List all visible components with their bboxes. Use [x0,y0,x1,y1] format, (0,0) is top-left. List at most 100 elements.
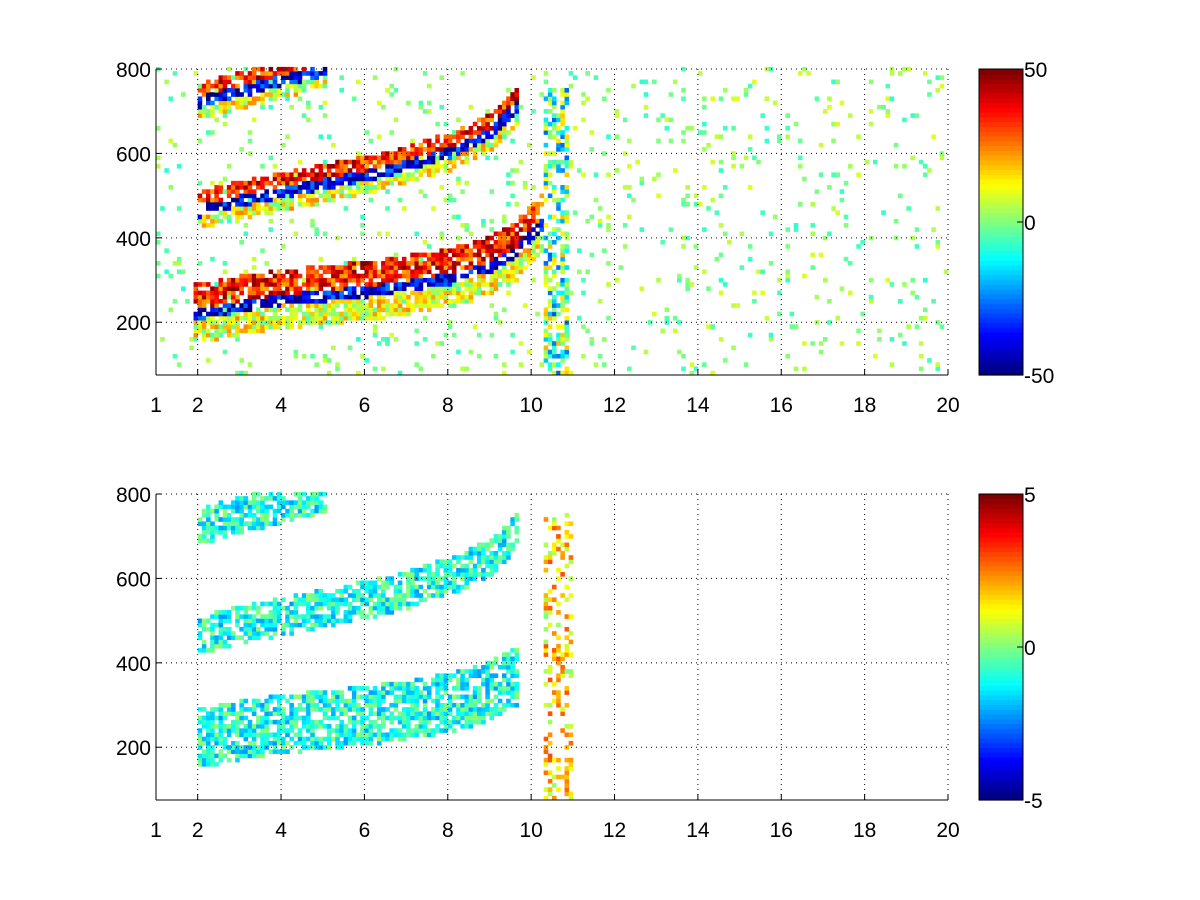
heatmap-cell [264,206,269,211]
heatmap-cell [301,622,307,628]
heatmap-cell [577,248,582,253]
heatmap-cell [318,588,324,594]
heatmap-cell [376,711,382,716]
heatmap-cell [568,555,574,560]
heatmap-cell [460,134,465,140]
heatmap-cell [902,341,907,346]
heatmap-cell [214,206,219,211]
heatmap-cell [314,694,319,700]
heatmap-cell [510,686,515,691]
heatmap-cell [760,210,765,216]
heatmap-cell [264,504,269,510]
heatmap-cell [426,567,432,573]
heatmap-cell [702,130,707,135]
heatmap-cell [181,92,186,97]
heatmap-cell [235,508,240,514]
heatmap-cell [226,185,232,190]
heatmap-cell [564,783,570,788]
heatmap-cell [364,698,369,704]
heatmap-cell [210,715,215,721]
heatmap-cell [239,504,244,510]
heatmap-cell [389,601,394,607]
heatmap-cell [464,719,470,725]
heatmap-cell [318,104,324,110]
heatmap-cell [568,370,574,376]
heatmap-cell [310,610,315,615]
colorbar-swatch [979,303,1023,309]
heatmap-cell [522,303,528,308]
heatmap-cell [364,740,369,746]
heatmap-cell [418,172,424,178]
heatmap-cell [276,601,282,607]
heatmap-cell [485,239,490,245]
heatmap-cell [614,113,620,118]
heatmap-cell [314,197,319,203]
heatmap-cell [218,185,224,190]
heatmap-cell [285,286,290,291]
heatmap-cell [426,563,432,569]
heatmap-cell [497,711,503,716]
heatmap-cell [301,193,307,199]
heatmap-cell [322,71,328,76]
heatmap-cell [239,753,244,759]
heatmap-cell [251,736,257,742]
heatmap-cell [310,277,315,283]
heatmap-cell [247,273,253,279]
heatmap-cell [214,117,219,123]
heatmap-cell [376,715,382,721]
heatmap-cell [547,315,553,321]
heatmap-cell [443,286,449,291]
heatmap-cell [251,601,257,607]
heatmap-cell [306,315,311,321]
colorbar-swatch [979,584,1023,591]
heatmap-cell [577,269,582,275]
heatmap-cell [547,252,553,258]
heatmap-cell [297,324,303,329]
heatmap-cell [435,273,440,279]
heatmap-cell [706,286,711,291]
heatmap-cell [297,320,303,325]
heatmap-cell [293,707,299,712]
heatmap-cell [456,290,461,296]
grid-lines-1 [156,68,949,375]
heatmap-cell [197,320,203,325]
heatmap-cell [156,125,161,131]
heatmap-cell [497,546,503,552]
heatmap-cell [310,311,315,317]
heatmap-cell [881,210,886,216]
colorbar-swatch [979,733,1023,739]
heatmap-cell [201,762,207,767]
heatmap-cell [472,142,478,148]
heatmap-cell [514,525,520,531]
heatmap-cell [281,75,286,80]
heatmap-cell [902,282,907,287]
heatmap-cell [456,719,461,725]
heatmap-cell [314,362,319,367]
heatmap-cell [560,774,565,780]
heatmap-cell [276,728,282,733]
heatmap-cell [289,201,294,207]
heatmap-cell [372,732,378,738]
heatmap-cell [256,753,261,759]
heatmap-cell [410,172,415,178]
heatmap-cell [472,702,478,708]
heatmap-cell [256,311,261,317]
heatmap-cell [339,172,344,178]
heatmap-cell [256,273,261,279]
heatmap-cell [272,311,278,317]
heatmap-cell [318,307,324,313]
colorbar-swatch [979,752,1023,758]
heatmap-cell [272,172,278,178]
heatmap-cell [868,294,874,300]
heatmap-cell [718,290,724,296]
heatmap-cell [514,87,520,93]
heatmap-cell [247,277,253,283]
heatmap-cell [681,87,686,93]
heatmap-cell [547,677,553,683]
heatmap-cell [464,686,470,691]
heatmap-cell [547,244,553,249]
heatmap-cell [347,584,353,590]
heatmap-cell [406,273,411,279]
heatmap-cell [231,75,236,80]
heatmap-cell [226,635,232,641]
